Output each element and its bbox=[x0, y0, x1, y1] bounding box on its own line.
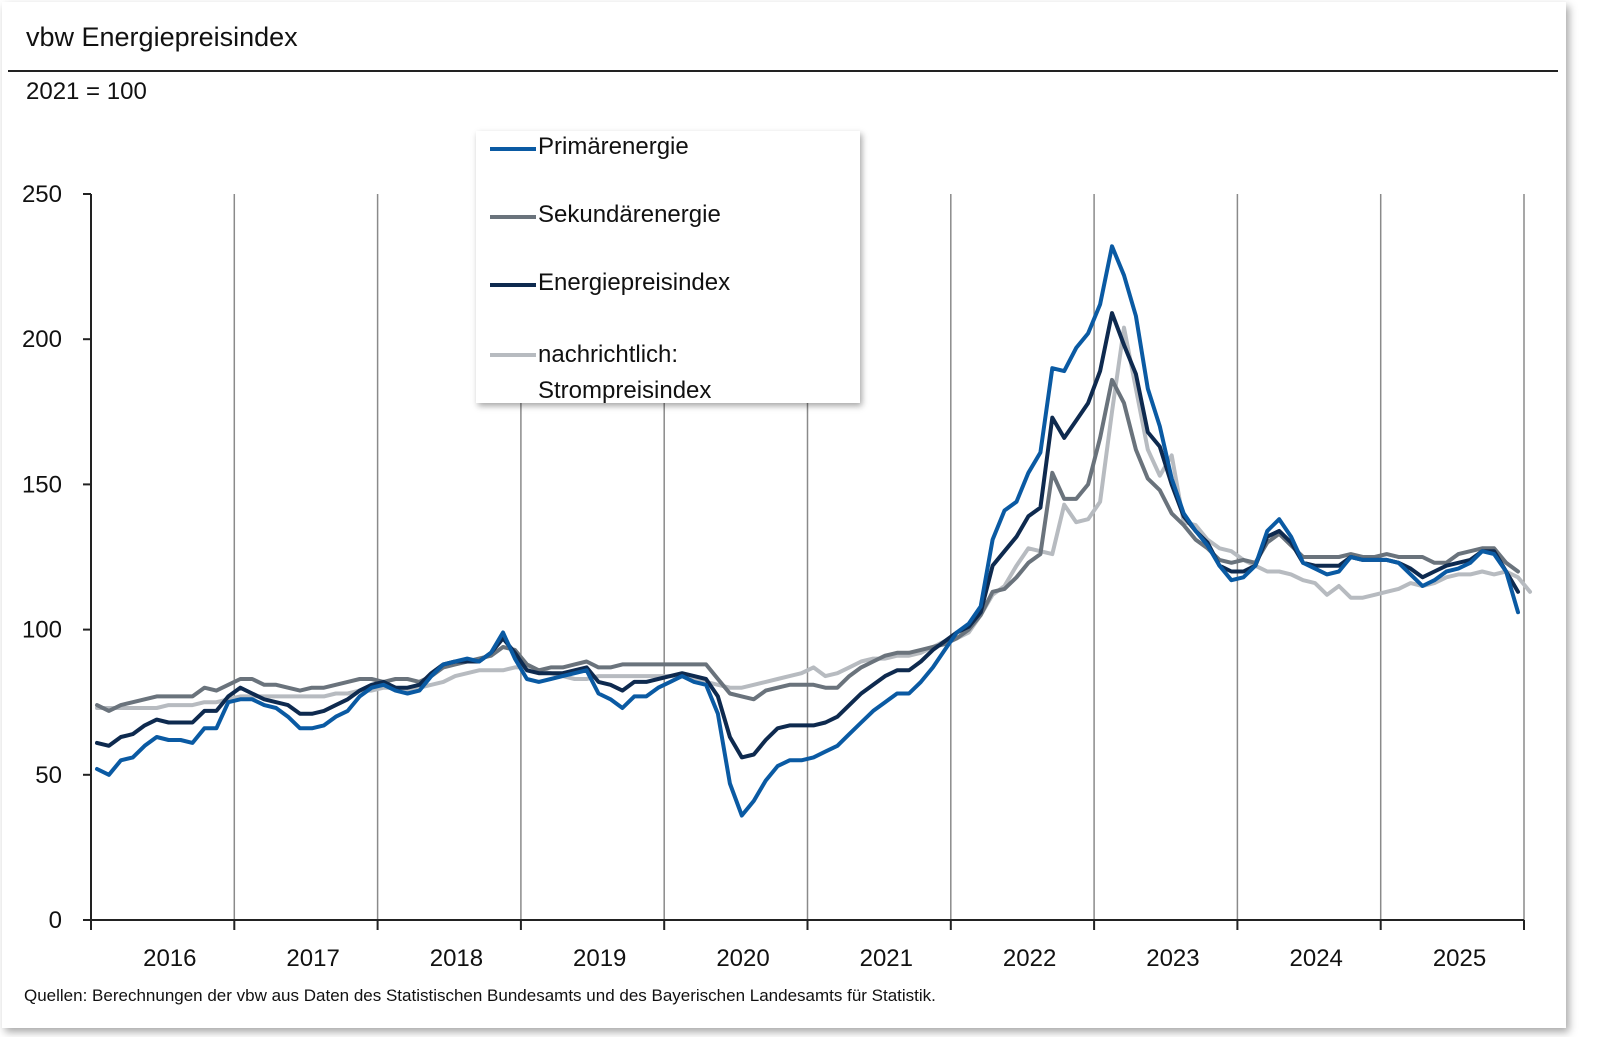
y-tick-label: 250 bbox=[22, 181, 62, 208]
legend-swatch bbox=[490, 147, 536, 151]
legend-item-primaerenergie: Primärenergie bbox=[490, 133, 689, 161]
x-tick-label: 2024 bbox=[1290, 945, 1343, 972]
y-tick-label: 50 bbox=[35, 762, 62, 789]
y-tick-label: 150 bbox=[22, 471, 62, 498]
x-tick-label: 2017 bbox=[286, 945, 339, 972]
legend-item-energiepreisindex: Energiepreisindex bbox=[490, 269, 731, 297]
x-tick-label: 2016 bbox=[143, 945, 196, 972]
legend-label: Sekundärenergie bbox=[538, 201, 721, 228]
chart-title: vbw Energiepreisindex bbox=[26, 22, 298, 52]
x-tick-label: 2019 bbox=[573, 945, 626, 972]
legend-swatch bbox=[490, 283, 536, 287]
legend-swatch bbox=[490, 215, 536, 219]
x-tick-label: 2020 bbox=[716, 945, 769, 972]
series-line-sekund-renergie bbox=[95, 377, 1520, 713]
y-tick-label: 0 bbox=[49, 907, 62, 934]
y-tick-label: 100 bbox=[22, 617, 62, 644]
x-tick-label: 2025 bbox=[1433, 945, 1486, 972]
x-tick-label: 2021 bbox=[860, 945, 913, 972]
y-tick-label: 200 bbox=[22, 326, 62, 353]
source-note: Quellen: Berechnungen der vbw aus Daten … bbox=[24, 986, 936, 1005]
legend-swatch bbox=[490, 353, 536, 357]
legend-item-sekundaerenergie: Sekundärenergie bbox=[490, 201, 721, 229]
x-tick-label: 2023 bbox=[1146, 945, 1199, 972]
x-tick-label: 2018 bbox=[430, 945, 483, 972]
x-tick-label: 2022 bbox=[1003, 945, 1056, 972]
title-divider bbox=[8, 70, 1558, 72]
series-line-energiepreisindex bbox=[95, 311, 1520, 760]
legend-item-strompreisindex: nachrichtlich: Strompreisindex bbox=[490, 337, 748, 409]
legend-label: nachrichtlich: Strompreisindex bbox=[538, 341, 712, 404]
series-line-nachrichtlich-strompreisindex bbox=[95, 325, 1532, 710]
chart-legend: Primärenergie Sekundärenergie Energiepre… bbox=[476, 131, 860, 404]
legend-label: Energiepreisindex bbox=[538, 269, 731, 296]
series-line-prim-renergie bbox=[95, 244, 1520, 818]
chart-subtitle: 2021 = 100 bbox=[26, 78, 147, 105]
legend-label: Primärenergie bbox=[538, 133, 689, 160]
